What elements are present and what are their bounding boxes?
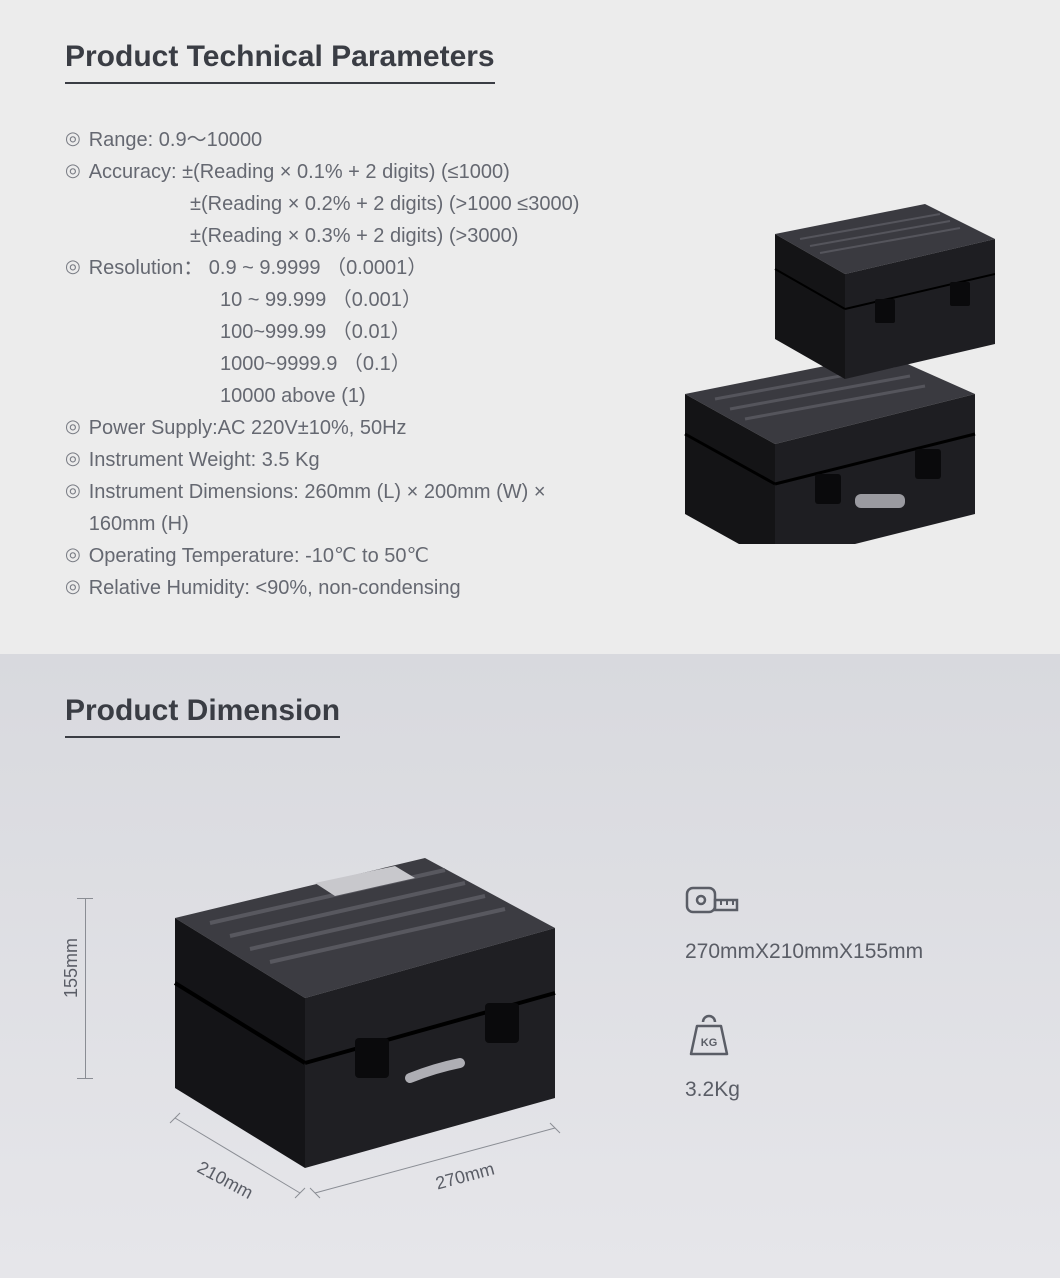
param-weight: ◎Instrument Weight: 3.5 Kg xyxy=(65,444,615,476)
technical-params-section: Product Technical Parameters ◎Range: 0.9… xyxy=(0,0,1060,654)
param-accuracy-3: ±(Reading × 0.3% + 2 digits) (>3000) xyxy=(65,220,615,252)
param-dims: ◎Instrument Dimensions: 260mm (L) × 200m… xyxy=(65,476,615,540)
param-resolution-5: 10000 above (1) xyxy=(65,380,615,412)
param-resolution-4: 1000~9999.9 （0.1） xyxy=(65,348,615,380)
dimension-diagram: 155mm xyxy=(65,808,625,1228)
tape-measure-icon xyxy=(685,884,995,926)
dim-bottom-lines xyxy=(65,808,625,1228)
params-text-col: ◎Range: 0.9～10000 ◎Accuracy: ±(Reading ×… xyxy=(65,124,615,604)
params-title: Product Technical Parameters xyxy=(65,40,495,84)
dim-weight-block: KG 3.2Kg xyxy=(685,1014,995,1102)
params-row: ◎Range: 0.9～10000 ◎Accuracy: ±(Reading ×… xyxy=(65,124,995,604)
dimension-row: 155mm xyxy=(65,808,995,1228)
param-power: ◎Power Supply:AC 220V±10%, 50Hz xyxy=(65,412,615,444)
weight-kg-icon: KG xyxy=(685,1014,995,1064)
dim-size-value: 270mmX210mmX155mm xyxy=(685,940,995,964)
param-range: ◎Range: 0.9～10000 xyxy=(65,124,615,156)
dimension-title: Product Dimension xyxy=(65,694,340,738)
product-image-col xyxy=(635,124,995,604)
dim-size-block: 270mmX210mmX155mm xyxy=(685,884,995,964)
product-dimension-section: Product Dimension 155mm xyxy=(0,654,1060,1278)
param-temp: ◎Operating Temperature: -10℃ to 50℃ xyxy=(65,540,615,572)
param-accuracy: ◎Accuracy: ±(Reading × 0.1% + 2 digits) … xyxy=(65,156,615,188)
dimension-info: 270mmX210mmX155mm KG 3.2Kg xyxy=(685,884,995,1152)
svg-text:KG: KG xyxy=(701,1037,718,1049)
param-resolution-2: 10 ~ 99.999 （0.001） xyxy=(65,284,615,316)
param-resolution-3: 100~999.99 （0.01） xyxy=(65,316,615,348)
product-cases-icon xyxy=(635,184,995,544)
param-humidity: ◎Relative Humidity: <90%, non-condensing xyxy=(65,572,615,604)
param-accuracy-2: ±(Reading × 0.2% + 2 digits) (>1000 ≤300… xyxy=(65,188,615,220)
param-resolution: ◎Resolution： 0.9 ~ 9.9999 （0.0001） xyxy=(65,252,615,284)
dim-weight-value: 3.2Kg xyxy=(685,1078,995,1102)
